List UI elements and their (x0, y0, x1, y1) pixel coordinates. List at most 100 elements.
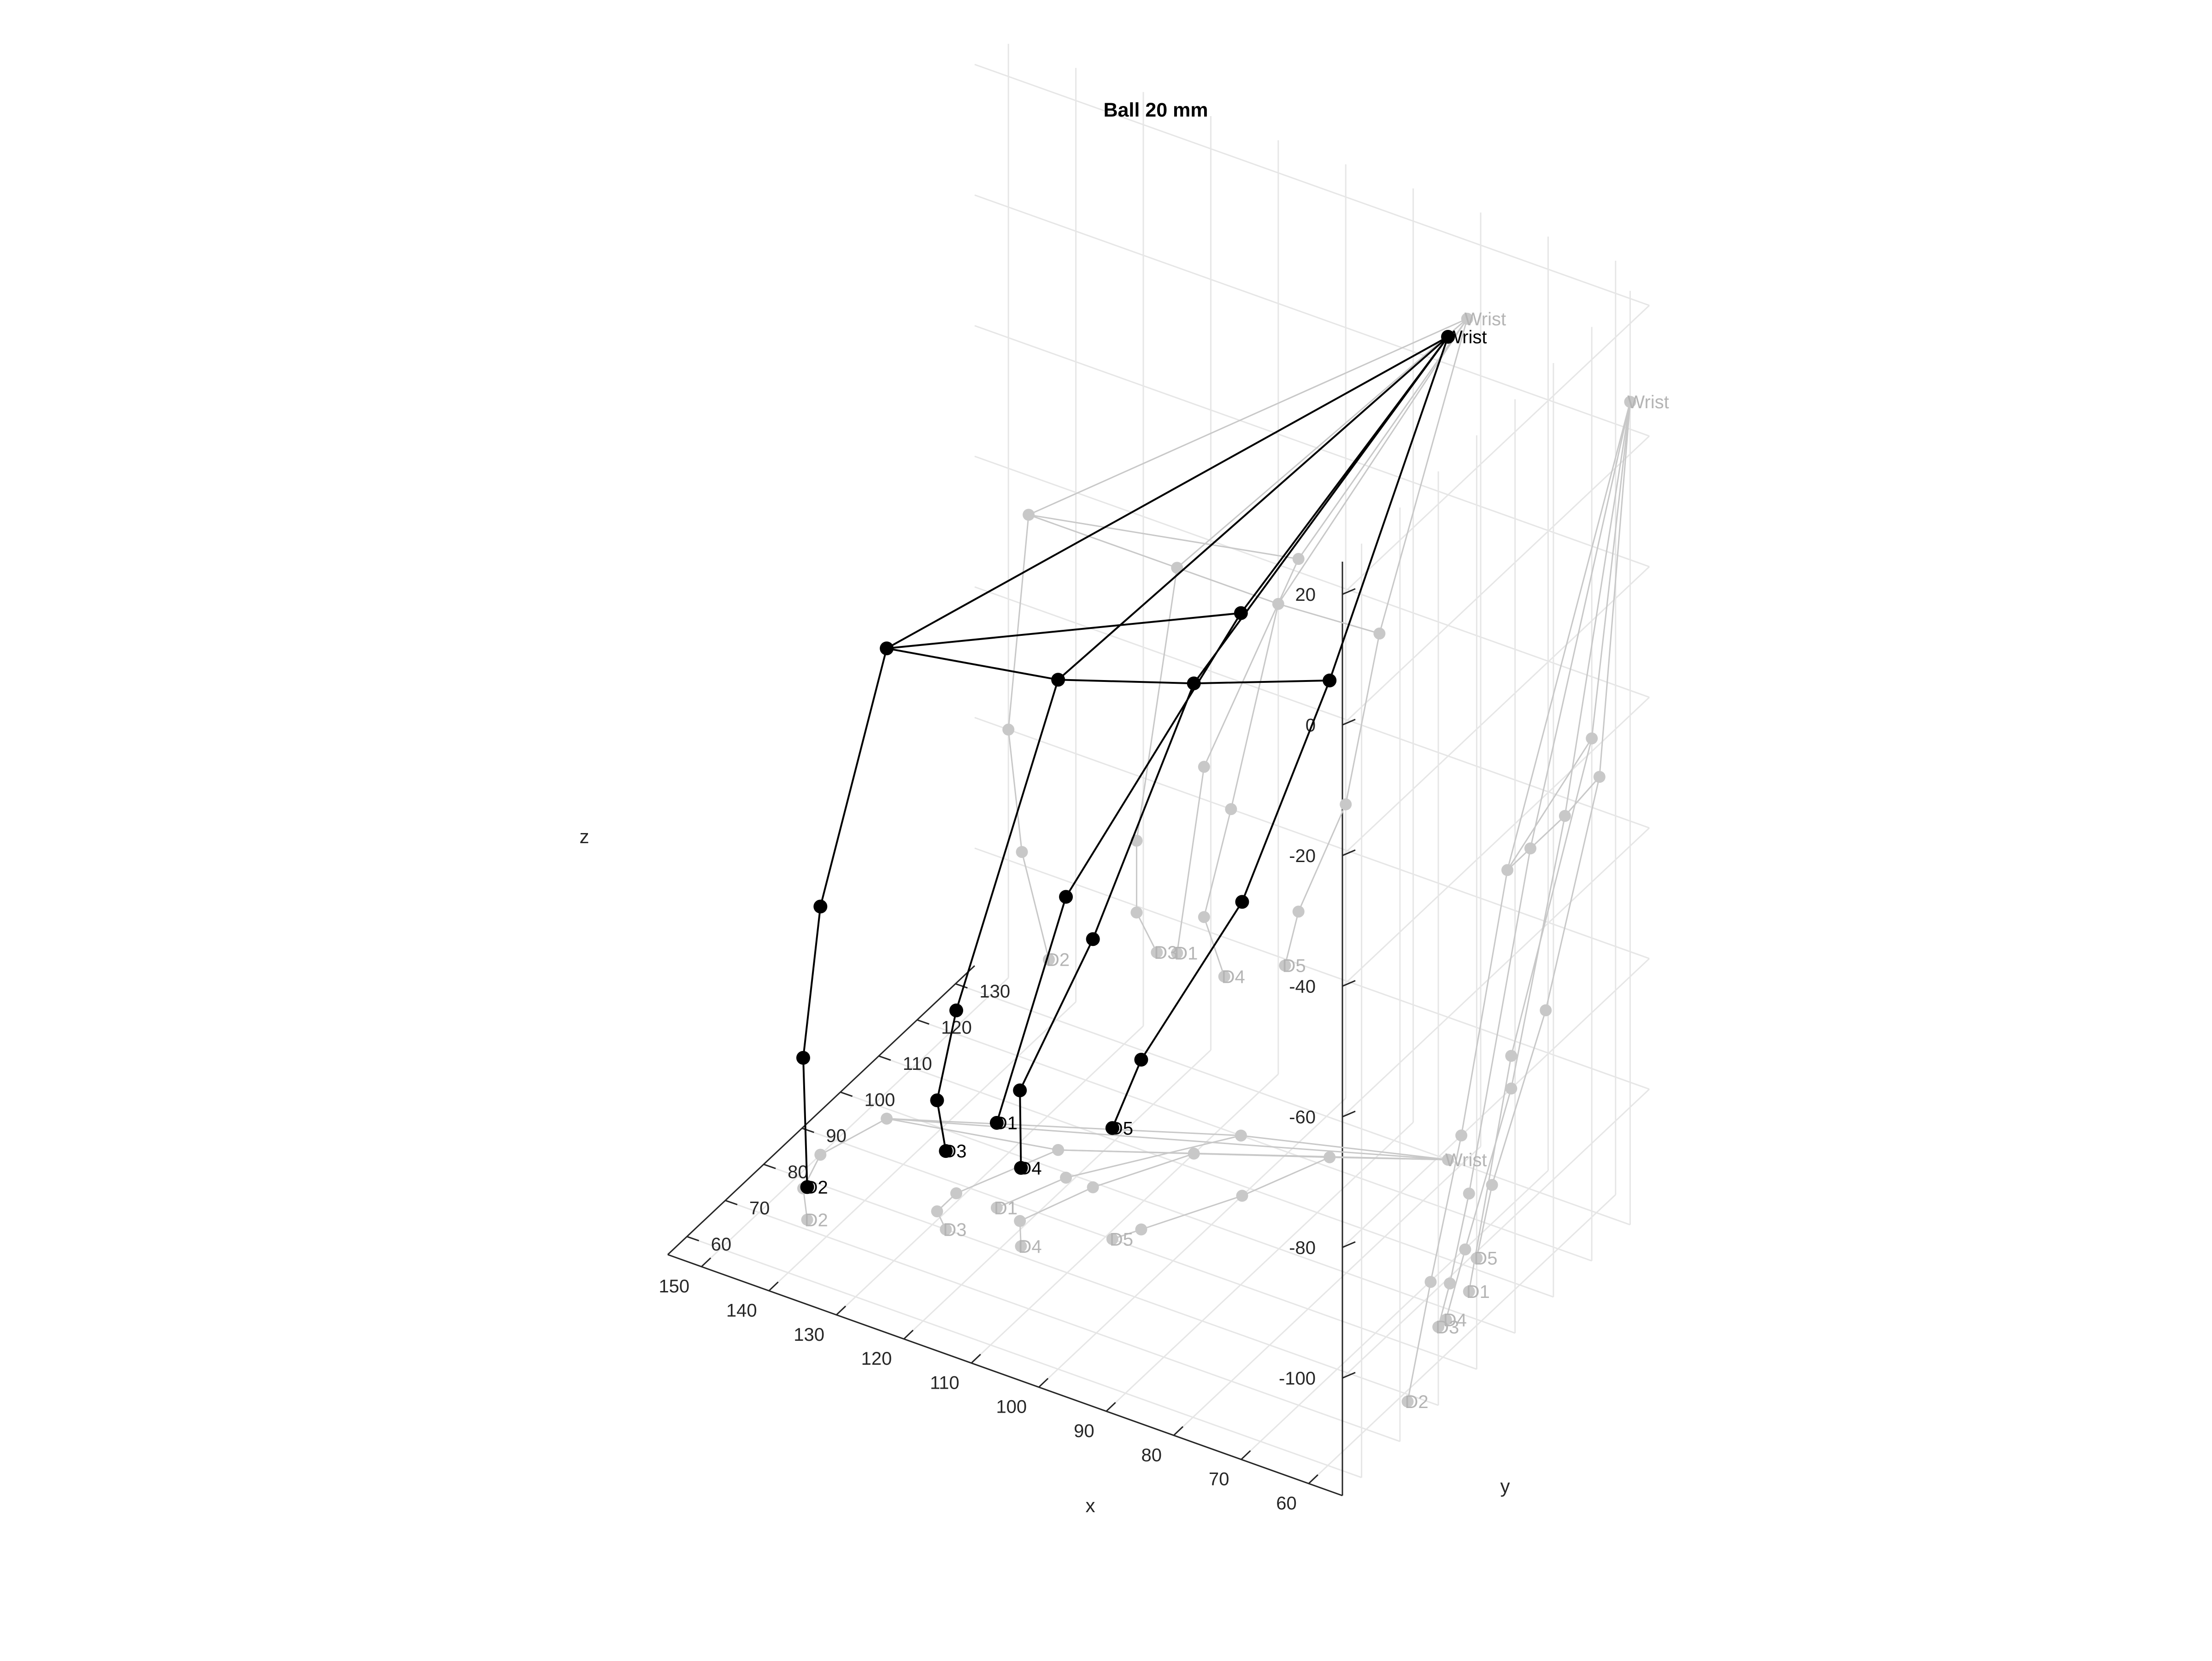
proj-yz-joint-d1_a (1586, 732, 1598, 745)
proj-yz-joint-d4_c (1459, 1243, 1471, 1256)
grid-line (1341, 958, 1650, 1248)
z-tick-label: -100 (1279, 1368, 1316, 1389)
main-joint-d3_t (939, 1144, 953, 1158)
proj-xz-joint-d2_a (1023, 509, 1035, 521)
proj-xy-series-line-0 (996, 1135, 1448, 1209)
proj-xy-joint-d5_a (1324, 1151, 1336, 1163)
grid-line (903, 1049, 1212, 1340)
y-tick-label: 70 (749, 1198, 770, 1218)
z-tick (1342, 849, 1356, 857)
main-joint-d4_b (1086, 932, 1100, 946)
main-joint-d5_c (1134, 1052, 1148, 1067)
proj-xz-label-d1: D1 (1174, 944, 1198, 964)
proj-yz-joint-d4_t (1440, 1314, 1452, 1326)
y-tick-label: 80 (788, 1162, 808, 1182)
proj-xy-joint-d2_t (801, 1214, 813, 1226)
proj-xy-label-d1: D1 (994, 1198, 1018, 1218)
proj-xz-joint-d2_b (1002, 723, 1015, 736)
main-joint-d5_t (1105, 1121, 1119, 1135)
proj-xz-series-line-1 (1007, 318, 1468, 960)
hand-skeleton: Wrist D1 D2 D3 D4 D5 (796, 327, 1487, 1197)
y-tick-label: 120 (941, 1018, 972, 1038)
main-series-line-3 (1019, 336, 1449, 1168)
proj-xz-joint-d2_c (1016, 846, 1028, 858)
main-joint-d1_t (989, 1115, 1004, 1130)
grid-line (1308, 1194, 1616, 1484)
grid-line (1173, 1146, 1482, 1436)
grid-line (974, 64, 1650, 306)
main-joint-d3_b (949, 1003, 964, 1017)
proj-xz-series-line-3 (1203, 318, 1468, 977)
proj-xz-joint-d4_b (1225, 803, 1237, 816)
proj-yz-joint-d1_b (1505, 1050, 1518, 1062)
proj-yz-joint-d2_a (1501, 864, 1513, 876)
proj-xz-joint-d1_b (1198, 761, 1210, 773)
proj-xz-joint-d3_c (1130, 906, 1143, 919)
main-joint-d1_b (1059, 890, 1073, 904)
main-joint-d1_a (1234, 606, 1248, 620)
proj-xz-joint-d1_t (1171, 947, 1183, 959)
proj-xz-joint-d5_b (1340, 798, 1352, 810)
y-tick (801, 1127, 814, 1133)
proj-xy-label-d3: D3 (943, 1220, 966, 1240)
proj-yz-joint-d3_c (1444, 1277, 1456, 1290)
proj-yz-label-d4: D4 (1443, 1310, 1467, 1330)
main-series-line-5 (886, 612, 1330, 685)
proj-xy-label-wrist: Wrist (1445, 1150, 1487, 1170)
z-tick-label: 20 (1295, 585, 1316, 605)
proj-xy-series-line-4 (1112, 1156, 1448, 1240)
z-tick (1342, 1110, 1356, 1118)
proj-yz-joint-d5_t (1471, 1252, 1483, 1264)
x-tick-label: 70 (1209, 1469, 1230, 1490)
proj-xy-joint-wrist (1442, 1153, 1454, 1166)
proj-xy-joint-mcp3 (1052, 1144, 1065, 1156)
chart-title: Ball 20 mm (1103, 99, 1208, 121)
y-tick-label: 60 (711, 1234, 732, 1255)
x-tick (903, 1329, 914, 1340)
grid-line (1341, 566, 1650, 856)
grid-line (1341, 435, 1650, 726)
z-tick-label: -40 (1289, 976, 1316, 997)
proj-xy-label-d5: D5 (1110, 1229, 1133, 1250)
x-tick (1241, 1450, 1251, 1460)
grid-line (1341, 697, 1650, 987)
proj-xy-joint-d1_b (1060, 1171, 1072, 1184)
proj-xy-joint-d3_b (950, 1187, 963, 1199)
proj-xz-joint-d5_a (1373, 628, 1386, 640)
y-tick-label: 110 (903, 1054, 932, 1074)
proj-xy-joint-d5_t (1106, 1233, 1118, 1245)
x-tick-label: 130 (794, 1325, 824, 1345)
y-tick (955, 983, 968, 989)
proj-xz-series-line-4 (1284, 318, 1468, 966)
y-tick-label: 100 (865, 1090, 895, 1110)
x-tick (1038, 1378, 1049, 1388)
proj-xz-label-d4: D4 (1222, 967, 1245, 987)
grid-line (878, 1055, 1554, 1298)
grid-line (1241, 1170, 1549, 1460)
y-axis-line (667, 965, 976, 1256)
grid-line (974, 847, 1650, 1090)
main-label-d5: D5 (1110, 1118, 1133, 1139)
grid-line (971, 1074, 1279, 1364)
z-tick-label: -60 (1289, 1107, 1316, 1127)
proj-xz-label-d5: D5 (1282, 956, 1306, 976)
y-axis-label: y (1500, 1475, 1510, 1497)
main-series-line-0 (995, 336, 1449, 1123)
main-joint-mcp4 (1187, 676, 1201, 691)
proj-xy-label-d4: D4 (1018, 1237, 1041, 1257)
grid-line (974, 586, 1650, 829)
main-joint-mcp3 (1051, 673, 1065, 687)
z-tick (1342, 1372, 1356, 1379)
proj-yz-joint-mcp4 (1559, 810, 1571, 822)
z-tick-label: -80 (1289, 1238, 1316, 1258)
z-tick (1342, 718, 1356, 726)
y-tick (687, 1236, 700, 1242)
proj-yz-joint-d4_b (1505, 1082, 1518, 1095)
proj-yz-joint-d5_c (1486, 1179, 1498, 1191)
main-label-d1: D1 (994, 1113, 1018, 1133)
proj-yz-joint-wrist (1624, 396, 1636, 408)
proj-xz-series-line-5 (1028, 514, 1380, 634)
x-tick (768, 1281, 779, 1291)
grid-line (917, 1019, 1592, 1262)
